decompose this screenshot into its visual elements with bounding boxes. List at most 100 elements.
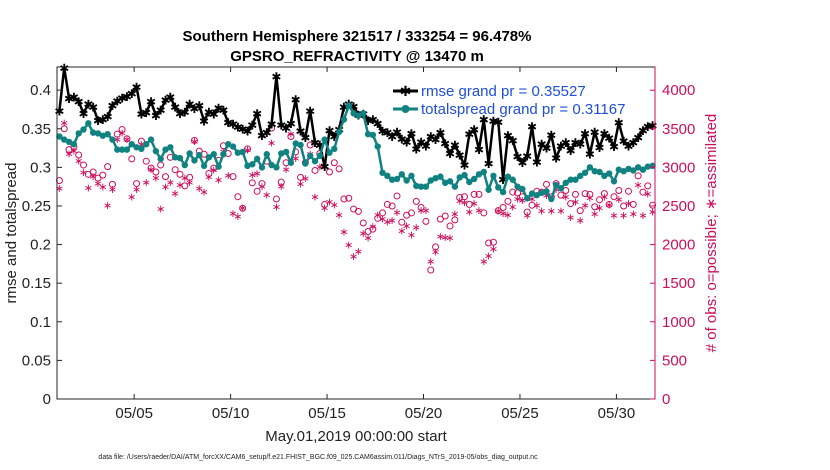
possible-obs-point <box>393 192 401 200</box>
assimilated-obs-point: ∗ <box>498 207 507 220</box>
rmse-point: ✱ <box>238 122 248 136</box>
totalspread-point <box>220 151 227 158</box>
possible-obs-point <box>417 204 425 212</box>
assimilated-obs-point: ∗ <box>195 182 204 195</box>
assimilated-obs-point: ∗ <box>89 170 98 183</box>
totalspread-point <box>509 176 516 183</box>
assimilated-obs-point: ∗ <box>55 182 64 195</box>
assimilated-obs-point: ∗ <box>363 232 372 245</box>
assimilated-obs-point: ∗ <box>296 178 305 191</box>
chart-title: Southern Hemisphere 321517 / 333254 = 96… <box>183 28 532 45</box>
rmse-point: ✱ <box>112 94 122 108</box>
possible-obs-point <box>461 193 469 201</box>
rmse-point: ✱ <box>122 90 132 104</box>
totalspread-point <box>311 157 319 165</box>
possible-obs-point <box>234 193 242 201</box>
totalspread-point <box>567 176 574 183</box>
totalspread-point <box>461 171 468 179</box>
totalspread-point <box>268 161 275 169</box>
rmse-point: ✱ <box>517 156 527 170</box>
possible-obs-point <box>152 168 160 176</box>
possible-obs-point <box>176 170 184 178</box>
rmse-point: ✱ <box>604 132 614 146</box>
rmse-point: ✱ <box>551 152 561 166</box>
assimilated-obs-point: ∗ <box>600 191 609 204</box>
assimilated-obs-point: ∗ <box>416 204 425 217</box>
rmse-point: ✱ <box>575 138 585 152</box>
assimilated-obs-point: ∗ <box>127 191 136 204</box>
y-right-tick-label: 1000 <box>662 314 695 331</box>
assimilated-obs-point: ∗ <box>185 176 194 189</box>
assimilated-obs-point: ∗ <box>518 194 527 207</box>
rmse-point: ✱ <box>107 99 117 113</box>
possible-obs-point <box>123 135 131 143</box>
assimilated-obs-point: ∗ <box>113 133 122 146</box>
assimilated-obs-point: ∗ <box>460 196 469 209</box>
totalspread-point <box>548 195 555 203</box>
assimilated-obs-point: ∗ <box>272 201 281 214</box>
totalspread-point <box>210 151 217 158</box>
totalspread-point <box>152 147 160 155</box>
possible-obs-point <box>412 197 420 205</box>
assimilated-obs-point: ∗ <box>84 181 93 194</box>
rmse-point: ✱ <box>445 147 455 161</box>
totalspread-point <box>350 110 357 117</box>
rmse-point: ✱ <box>469 123 479 137</box>
totalspread-point <box>75 130 82 137</box>
rmse-point: ✱ <box>498 173 508 187</box>
possible-obs-point <box>137 137 145 145</box>
rmse-point: ✱ <box>435 126 445 140</box>
assimilated-obs-point: ∗ <box>132 183 141 196</box>
possible-obs-point <box>456 193 464 201</box>
totalspread-point <box>282 148 290 156</box>
rmse-point: ✱ <box>257 129 267 143</box>
assimilated-obs-point: ∗ <box>566 211 575 224</box>
possible-obs-point <box>181 182 189 190</box>
rmse-point: ✱ <box>392 125 402 139</box>
rmse-point: ✱ <box>619 135 629 149</box>
assimilated-obs-point: ∗ <box>262 188 271 201</box>
rmse-point: ✱ <box>580 127 590 141</box>
totalspread-point <box>456 174 463 181</box>
assimilated-obs-point: ∗ <box>547 205 556 218</box>
assimilated-obs-point: ∗ <box>137 138 146 151</box>
assimilated-obs-point: ∗ <box>585 191 594 204</box>
totalspread-point <box>557 185 565 192</box>
rmse-point: ✱ <box>247 118 257 132</box>
x-tick-label: 05/05 <box>115 405 153 422</box>
rmse-point: ✱ <box>522 149 532 163</box>
possible-obs-point <box>480 209 488 217</box>
totalspread-point <box>364 130 372 138</box>
rmse-point: ✱ <box>146 95 156 109</box>
series-assimilated: ∗∗∗∗∗∗∗∗∗∗∗∗∗∗∗∗∗∗∗∗∗∗∗∗∗∗∗∗∗∗∗∗∗∗ ∗∗∗∗∗∗… <box>55 117 657 268</box>
assimilated-obs-point: ∗ <box>445 232 454 245</box>
rmse-point: ✱ <box>493 115 503 129</box>
rmse-point: ✱ <box>315 138 325 152</box>
possible-obs-point <box>446 222 454 230</box>
totalspread-point <box>123 146 131 153</box>
totalspread-point <box>596 168 603 176</box>
possible-obs-point <box>55 176 63 184</box>
rmse-point: ✱ <box>595 141 605 155</box>
y-right-tick-label: 0 <box>662 391 670 408</box>
assimilated-obs-point: ∗ <box>257 180 266 193</box>
totalspread-point <box>61 136 68 143</box>
assimilated-obs-point: ∗ <box>412 221 421 234</box>
possible-obs-point <box>190 136 198 144</box>
possible-obs-point <box>465 200 473 208</box>
x-tick-label: 05/10 <box>212 405 250 422</box>
rmse-point: ✱ <box>416 135 426 149</box>
rmse-point: ✱ <box>252 107 262 121</box>
rmse-point: ✱ <box>566 144 576 158</box>
rmse-point: ✱ <box>296 125 306 139</box>
assimilated-obs-point: ∗ <box>93 177 102 190</box>
rmse-point: ✱ <box>310 136 320 150</box>
rmse-point: ✱ <box>599 127 609 141</box>
rmse-point: ✱ <box>64 92 74 106</box>
totalspread-point <box>138 145 145 153</box>
possible-obs-point <box>557 191 565 199</box>
y-left-tick-label: 0 <box>43 391 51 408</box>
assimilated-obs-point: ∗ <box>436 230 445 243</box>
assimilated-obs-point: ∗ <box>494 205 503 218</box>
y-left-tick-label: 0.35 <box>22 121 51 138</box>
